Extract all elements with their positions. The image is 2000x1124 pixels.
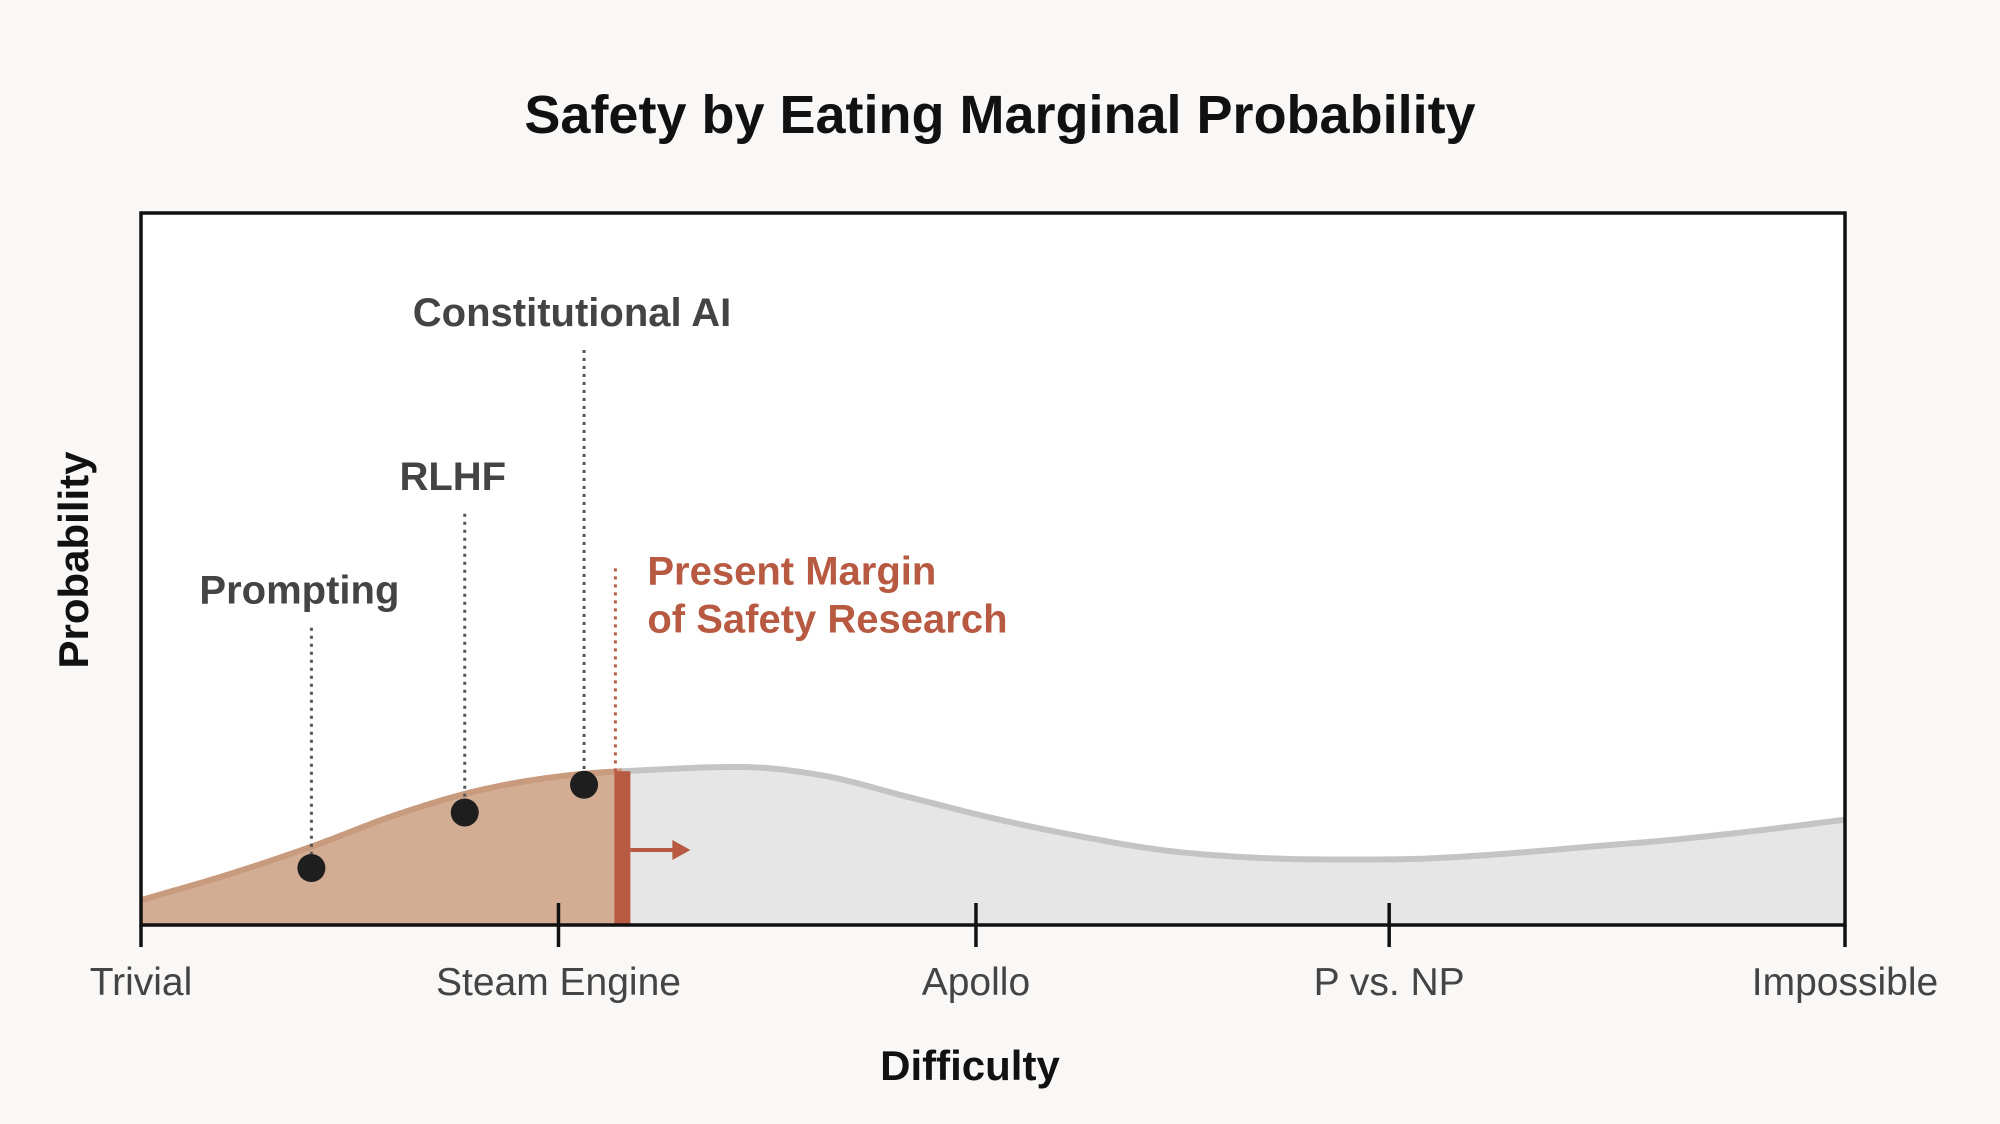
data-point: [450, 798, 479, 827]
data-point: [297, 854, 326, 883]
margin-arrow-head: [672, 840, 691, 860]
x-tick-label: Impossible: [1752, 961, 1938, 1004]
point-label: Constitutional AI: [413, 291, 731, 335]
x-tick-label: Apollo: [922, 961, 1030, 1004]
x-tick-label: Steam Engine: [436, 961, 681, 1004]
explored-region-area: [141, 771, 623, 925]
unexplored-curve-line: [622, 763, 1846, 863]
x-axis: Trivial Steam Engine Apollo P vs. NP Impossi…: [90, 903, 1938, 1004]
plot-frame: [139, 211, 1847, 927]
x-tick-label: Trivial: [90, 961, 193, 1004]
margin-label-line: Present Margin: [647, 549, 936, 593]
chart-title: Safety by Eating Marginal Probability: [524, 85, 1475, 145]
data-point: [570, 770, 599, 799]
annotations: Prompting RLHF Constitutional AI Present Ma…: [199, 291, 1008, 883]
unexplored-region-area: [622, 766, 1845, 925]
margin-label-line: of Safety Research: [647, 597, 1007, 641]
explored-curve-line: [140, 768, 623, 903]
x-axis-label: Difficulty: [880, 1042, 1060, 1089]
margin-bar: [614, 771, 631, 925]
plot-layer: [140, 763, 1846, 925]
point-label: Prompting: [199, 569, 399, 613]
x-tick-label: P vs. NP: [1314, 961, 1465, 1004]
point-label: RLHF: [399, 455, 506, 499]
y-axis-label: Probability: [50, 451, 97, 669]
